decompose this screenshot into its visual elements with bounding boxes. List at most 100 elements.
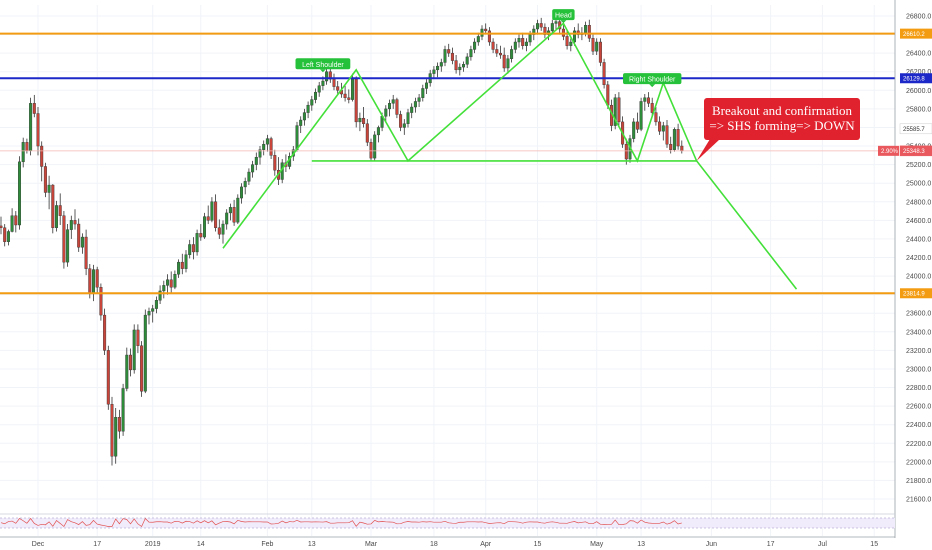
x-tick-label: 15 — [534, 541, 542, 548]
candle — [643, 94, 647, 111]
price-badge: 25585.7 — [899, 123, 932, 135]
candle-body — [62, 215, 66, 263]
candle — [521, 32, 525, 50]
candle — [639, 97, 643, 132]
candle-body — [269, 138, 273, 156]
candle-body — [554, 21, 558, 24]
candle — [647, 92, 651, 108]
candle-body — [365, 123, 369, 143]
y-tick-label: 23400.0 — [906, 329, 931, 336]
candle-body — [177, 261, 181, 275]
candle-body — [443, 49, 447, 63]
candle-body — [499, 52, 503, 56]
candle-body — [376, 127, 380, 136]
price-line-badge[interactable]: 26129.8 — [900, 73, 932, 84]
candle-body — [84, 236, 88, 269]
candle — [191, 237, 195, 260]
candle-body — [406, 112, 410, 124]
price-line-badge[interactable]: 23814.9 — [900, 288, 932, 299]
candle-body — [110, 404, 114, 457]
candle — [47, 175, 51, 210]
candle — [132, 324, 136, 374]
price-line-badge[interactable]: 26610.2 — [900, 28, 932, 39]
x-tick-label: 17 — [93, 541, 101, 548]
x-tick-label: May — [590, 541, 604, 548]
candle — [188, 239, 192, 259]
candle — [613, 94, 617, 130]
shs-pattern-line[interactable] — [222, 22, 798, 290]
candle — [14, 211, 18, 233]
candle — [443, 45, 447, 67]
candle — [66, 224, 70, 267]
y-tick-label: 23000.0 — [906, 366, 931, 373]
candle — [376, 125, 380, 143]
candle — [99, 283, 103, 321]
pattern-label-pointer — [319, 69, 326, 73]
candle — [169, 271, 173, 293]
callout-box[interactable]: Breakout and confirmation=> SHS forming=… — [696, 98, 860, 161]
candle-body — [473, 41, 477, 50]
candle — [384, 105, 388, 122]
price-line-badge-text: 23814.9 — [903, 292, 925, 298]
candle-body — [210, 201, 214, 221]
callout-text-line: => SHS forming=> DOWN — [709, 118, 855, 133]
candle — [121, 383, 125, 436]
horizontal-price-lines[interactable] — [0, 32, 895, 295]
candle-body — [417, 97, 421, 102]
candle-body — [125, 354, 129, 389]
candle-body — [6, 231, 10, 242]
x-tick-label: 18 — [430, 541, 438, 548]
candle-body — [587, 25, 591, 39]
y-tick-label: 24600.0 — [906, 218, 931, 225]
candle-body — [595, 41, 599, 52]
callout-body[interactable] — [704, 98, 860, 140]
candle — [598, 38, 602, 67]
candle-body — [584, 25, 588, 33]
candle-body — [299, 119, 303, 126]
candle-body — [173, 274, 177, 288]
y-tick-label: 22200.0 — [906, 441, 931, 448]
x-tick-label: 13 — [637, 541, 645, 548]
candle — [654, 107, 658, 126]
price-badge-bg — [899, 145, 932, 157]
trend-lines[interactable] — [222, 22, 798, 290]
candle-body — [251, 164, 255, 173]
candle-body — [458, 66, 462, 71]
candle-body — [32, 103, 36, 114]
y-tick-label: 22800.0 — [906, 385, 931, 392]
y-axis[interactable]: 26800.026600.026400.026200.026000.025800… — [878, 0, 932, 550]
candle — [0, 216, 3, 235]
candle — [373, 131, 377, 161]
y-tick-label: 25000.0 — [906, 181, 931, 188]
candle-body — [117, 417, 121, 432]
candle — [125, 347, 129, 392]
y-tick-label: 24400.0 — [906, 236, 931, 243]
candle — [358, 112, 362, 132]
candle-body — [310, 99, 314, 106]
candle — [265, 134, 269, 152]
candle — [32, 94, 36, 118]
candle — [154, 296, 158, 314]
candle-body — [399, 114, 403, 128]
price-change-badge-bg — [878, 145, 899, 156]
y-tick-label: 26800.0 — [906, 14, 931, 21]
candle-body — [672, 129, 676, 150]
candle-body — [447, 49, 451, 54]
candle — [336, 81, 340, 95]
y-tick-label: 25800.0 — [906, 106, 931, 113]
price-badge-bg — [899, 123, 932, 135]
candle — [6, 229, 10, 246]
rsi-band — [0, 518, 895, 528]
candle-body — [484, 28, 488, 32]
candle-body — [55, 205, 59, 228]
x-axis[interactable]: Dec 17 2019 14 Feb 13 Mar 18 Apr 15 May 13 Jun 17 Jul 1… — [0, 536, 895, 548]
price-change-badge-text: 2.90% — [881, 149, 899, 155]
candle-body — [517, 38, 521, 43]
candle-body — [613, 97, 617, 126]
candle — [236, 194, 240, 225]
pattern-labels: Left Shoulder Head Right Shoulder — [295, 9, 682, 88]
candle-body — [643, 97, 647, 102]
candle — [447, 43, 451, 57]
candle — [140, 341, 144, 397]
